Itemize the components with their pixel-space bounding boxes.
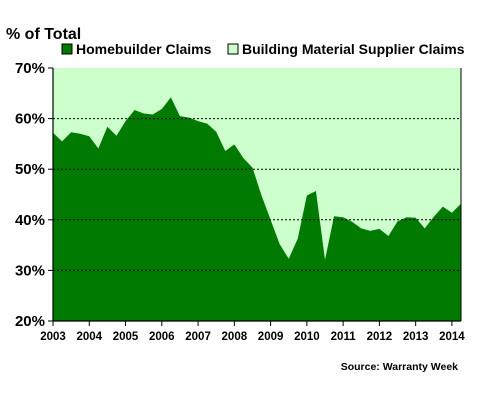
x-tick-label: 2011 (331, 331, 357, 343)
legend-label-supplier: Building Material Supplier Claims (242, 41, 465, 57)
y-axis: 20% 30% 40% 50% 60% 70% (15, 60, 53, 330)
x-tick-label: 2014 (439, 331, 465, 343)
x-tick-label: 2003 (40, 331, 66, 343)
x-tick-label: 2009 (258, 331, 284, 343)
legend: Homebuilder Claims Building Material Sup… (61, 41, 465, 57)
y-tick-label: 60% (15, 111, 45, 128)
x-tick-label: 2004 (76, 331, 102, 343)
x-tick-label: 2010 (294, 331, 320, 343)
x-tick-label: 2005 (113, 331, 139, 343)
y-tick-label: 20% (15, 313, 45, 330)
x-tick-label: 2013 (403, 331, 429, 343)
legend-label-homebuilder: Homebuilder Claims (76, 41, 212, 57)
x-tick-label: 2008 (222, 331, 248, 343)
legend-swatch-supplier (227, 43, 239, 55)
y-tick-label: 40% (15, 212, 45, 229)
legend-swatch-homebuilder (61, 43, 73, 55)
y-tick-label: 50% (15, 161, 45, 178)
x-tick-label: 2007 (185, 331, 211, 343)
y-axis-title: % of Total (6, 26, 81, 43)
source-note: Source: Warranty Week (341, 361, 458, 373)
x-tick-label: 2006 (149, 331, 175, 343)
y-tick-label: 70% (15, 60, 45, 77)
plot-area (52, 68, 462, 322)
x-axis: 2003 2004 2005 2006 2007 2008 2009 2010 2011 2012… (40, 321, 465, 343)
area-homebuilder-claims (53, 97, 461, 321)
y-tick-label: 30% (15, 262, 45, 279)
x-tick-label: 2012 (367, 331, 393, 343)
